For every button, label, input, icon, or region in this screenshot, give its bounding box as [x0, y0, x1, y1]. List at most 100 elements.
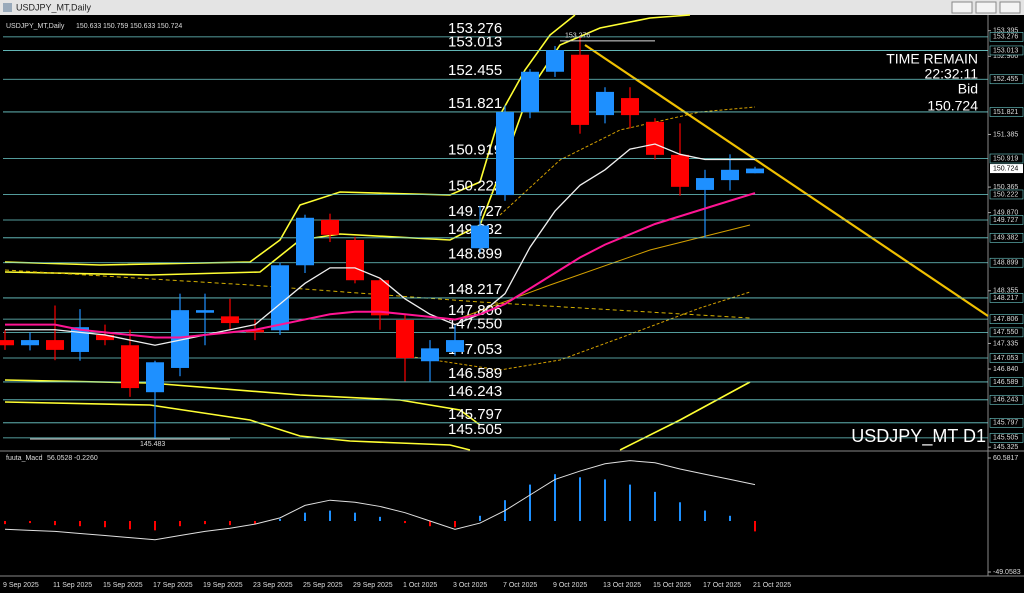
bid-label: Bid — [958, 81, 978, 97]
macd-bar — [404, 520, 406, 524]
candle-body — [171, 310, 189, 368]
candle-body — [196, 310, 214, 313]
candle-body — [596, 91, 614, 116]
level-axis-label: 149.727 — [993, 217, 1018, 224]
x-tick-label: 29 Sep 2025 — [353, 582, 393, 589]
level-axis-box — [989, 377, 1024, 387]
level-axis-label: 145.797 — [993, 420, 1018, 427]
y-tick-label: 149.870 — [993, 209, 1018, 216]
x-tick-label: 9 Oct 2025 — [553, 582, 587, 589]
x-tick-label: 17 Oct 2025 — [703, 582, 741, 589]
level-axis-box — [989, 394, 1024, 405]
level-axis-label: 147.806 — [993, 316, 1018, 323]
y-tick-label: 152.900 — [993, 53, 1018, 60]
y-tick-label: 60.5817 — [993, 455, 1018, 462]
x-tick-label: 11 Sep 2025 — [53, 582, 92, 589]
candle-body — [0, 340, 14, 346]
candle-body — [21, 340, 39, 346]
level-axis-label: 152.455 — [993, 76, 1018, 83]
level-axis-box — [989, 314, 1024, 324]
bid-axis-box — [990, 164, 1023, 174]
time-remain-label: TIME REMAIN — [886, 51, 978, 67]
level-axis-label: 150.222 — [993, 191, 1018, 198]
y-tick-label: 153.395 — [993, 28, 1018, 35]
candle-body — [646, 121, 664, 155]
candle-body — [121, 345, 139, 389]
level-label: 150.222 — [448, 177, 502, 194]
candle-body — [246, 329, 264, 333]
macd-bar — [754, 520, 756, 532]
x-tick-label: 3 Oct 2025 — [453, 582, 487, 589]
macd-bar — [479, 515, 481, 521]
level-axis-label: 146.589 — [993, 379, 1018, 386]
level-label: 148.899 — [448, 246, 502, 263]
macd-bar — [529, 484, 531, 521]
candle-body — [621, 98, 639, 116]
x-tick-label: 9 Sep 2025 — [3, 582, 39, 589]
lower-band-rising — [619, 381, 751, 451]
y-tick-label: 145.325 — [993, 444, 1018, 451]
maximize-button[interactable] — [975, 1, 997, 14]
candle-body — [321, 219, 339, 235]
header-ohlc: 150.633 — [130, 23, 155, 30]
close-button[interactable] — [999, 1, 1021, 14]
level-label: 152.455 — [448, 62, 502, 79]
x-tick-label: 21 Oct 2025 — [753, 582, 791, 589]
macd-bar — [654, 491, 656, 521]
candle-body — [46, 340, 64, 350]
macd-bar — [679, 502, 681, 521]
y-tick-label: -49.0583 — [993, 569, 1021, 576]
y-tick-label: 150.365 — [993, 184, 1018, 191]
window-title: USDJPY_MT,Daily — [16, 2, 92, 12]
macd-bar — [254, 520, 256, 525]
lower-envelope-dashed — [399, 291, 751, 371]
candle-body — [496, 112, 514, 196]
level-label: 151.821 — [448, 95, 502, 112]
x-tick-label: 19 Sep 2025 — [203, 582, 243, 589]
candle-body — [671, 154, 689, 187]
title-bar — [0, 0, 1024, 15]
macd-bar — [54, 520, 56, 526]
x-tick-label: 1 Oct 2025 — [403, 582, 437, 589]
macd-bar — [379, 516, 381, 521]
level-axis-label: 149.382 — [993, 235, 1018, 242]
y-tick-label: 148.355 — [993, 288, 1018, 295]
macd-bar — [4, 520, 6, 525]
candle-body — [146, 362, 164, 393]
level-axis-label: 148.217 — [993, 295, 1018, 302]
macd-bar — [729, 515, 731, 521]
indicator-title: fuuta_Macd — [6, 455, 43, 462]
x-tick-label: 23 Sep 2025 — [253, 582, 293, 589]
macd-bar — [579, 477, 581, 521]
candle-body — [221, 316, 239, 324]
level-axis-box — [989, 353, 1024, 363]
time-remain: 22:32:11 — [925, 66, 979, 82]
indicator-readout: -0.2260 — [74, 455, 98, 462]
macd-bar — [304, 512, 306, 521]
y-tick-label: 146.840 — [993, 366, 1018, 373]
low-marker-label: 145.483 — [140, 441, 165, 448]
macd-bar — [629, 484, 631, 521]
candle-body — [296, 217, 314, 266]
macd-bar — [279, 518, 281, 521]
header-ohlc: 150.633 — [76, 23, 101, 30]
minimize-button[interactable] — [951, 1, 973, 14]
level-axis-box — [989, 32, 1024, 42]
level-axis-label: 151.821 — [993, 109, 1018, 116]
level-axis-label: 147.053 — [993, 355, 1018, 362]
level-label: 149.727 — [448, 203, 502, 220]
candle-body — [421, 348, 439, 362]
level-axis-box — [989, 215, 1024, 225]
macd-bar — [704, 510, 706, 521]
level-axis-box — [989, 327, 1024, 338]
level-label: 146.589 — [448, 365, 502, 382]
header-ohlc: 150.724 — [157, 23, 182, 30]
x-tick-label: 15 Oct 2025 — [653, 582, 691, 589]
macd-bar — [129, 520, 131, 530]
level-label: 145.797 — [448, 406, 502, 423]
level-label: 147.550 — [448, 315, 502, 332]
window-icon — [3, 3, 12, 12]
x-tick-label: 13 Oct 2025 — [603, 582, 641, 589]
